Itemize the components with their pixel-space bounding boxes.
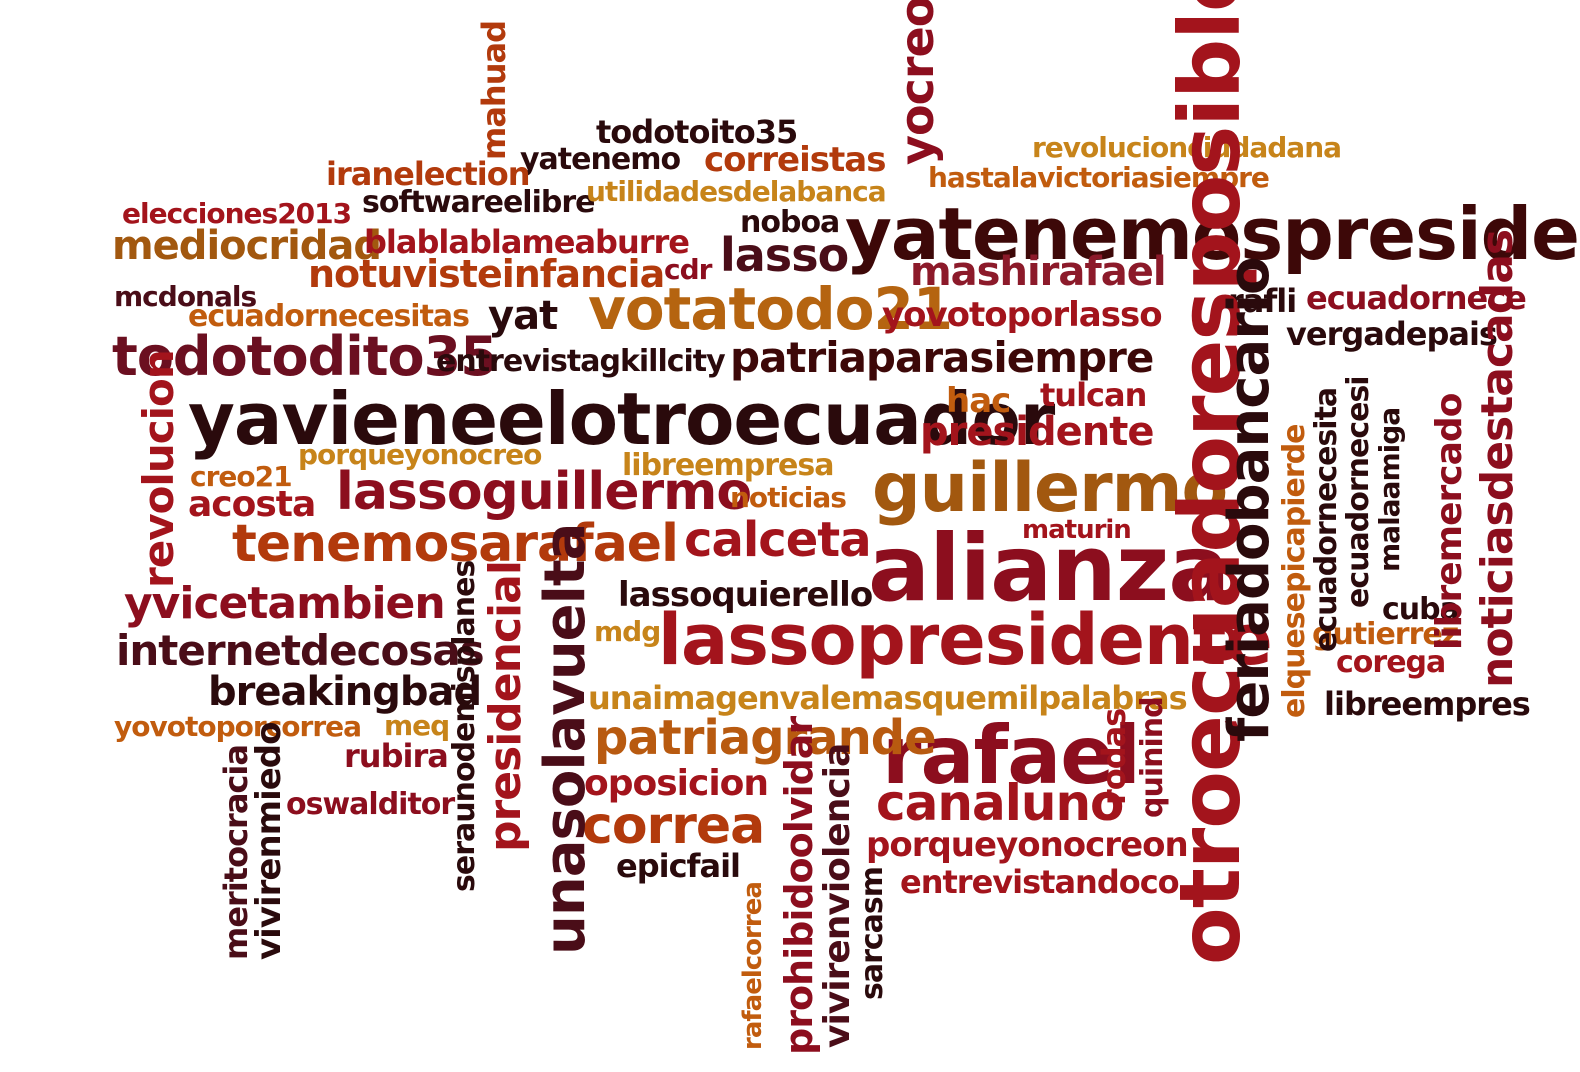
cloud-word: creo21	[190, 460, 293, 493]
cloud-word: hac	[946, 381, 1011, 421]
cloud-word: unasolavuelta	[533, 523, 598, 955]
cloud-word: revolucion	[134, 350, 183, 588]
cloud-word: oswalditor	[286, 787, 455, 822]
cloud-word: todotoito35	[596, 113, 798, 151]
cloud-word: unaimagenvalemasquemilpalabras	[588, 679, 1188, 717]
cloud-word: mdg	[594, 615, 661, 648]
cloud-word: lassoquierello	[618, 575, 873, 615]
cloud-word: tulcan	[1040, 376, 1147, 414]
cloud-word: rafaelcorrea	[738, 882, 768, 1050]
cloud-word: mediocridad	[112, 223, 382, 269]
cloud-word: calceta	[684, 512, 872, 568]
cloud-word: yatenemo	[520, 142, 681, 177]
cloud-word: tenemosarafael	[232, 514, 679, 574]
cloud-word: corega	[1336, 645, 1446, 680]
cloud-word: yavieneelotroecuador	[188, 377, 1055, 461]
cloud-word: noticias	[730, 481, 847, 514]
cloud-word: yatenemospresidente	[845, 192, 1580, 276]
cloud-word: alianza	[868, 515, 1230, 622]
cloud-word: porqueyonocreon	[866, 825, 1189, 865]
cloud-word: ecuadornecesitas	[188, 299, 470, 334]
cloud-word: entrevistagkillcity	[436, 344, 726, 379]
cloud-word: rafael	[882, 709, 1141, 802]
cloud-word: canaluno	[876, 774, 1124, 832]
cloud-word: cuba	[1382, 592, 1460, 627]
cloud-word: gutierrez	[1312, 617, 1459, 652]
cloud-word: breakingbad	[208, 669, 482, 715]
cloud-word: oposicion	[584, 763, 769, 804]
cloud-word: ecuadornecesi	[1341, 376, 1376, 608]
cloud-word: elquesepicapierde	[1277, 424, 1312, 718]
cloud-word: lassopresidente	[658, 599, 1273, 681]
cloud-word: votatodo21	[588, 275, 953, 343]
cloud-word: mahuad	[475, 21, 513, 160]
cloud-word: seraunodemisplanes	[447, 560, 482, 892]
cloud-word: prohibidoolvidar	[777, 716, 821, 1055]
cloud-word: yat	[488, 293, 558, 339]
cloud-word: yvicetambien	[124, 578, 446, 629]
cloud-word: revolucionciudadana	[1032, 131, 1342, 164]
cloud-word: porqueyonocreo	[298, 438, 542, 471]
cloud-word: notuvisteinfancia	[308, 252, 665, 296]
cloud-word: yocreo	[890, 0, 944, 165]
cloud-word: ecuadornecesita	[1309, 387, 1344, 652]
cloud-word: cdr	[664, 253, 712, 286]
cloud-word: ecuadornece	[1306, 279, 1527, 317]
cloud-word: vivirenmiedo	[249, 722, 289, 960]
cloud-word: mcdonals	[114, 280, 257, 313]
cloud-word: guillermo	[872, 449, 1228, 528]
cloud-word: libremercado	[1429, 393, 1470, 650]
cloud-word: maturin	[1022, 515, 1132, 545]
cloud-word: libreempres	[1324, 685, 1531, 723]
cloud-word: rubira	[344, 737, 449, 775]
cloud-word: patriaparasiempre	[730, 333, 1154, 382]
cloud-word: hastalavictoriasiempre	[928, 161, 1270, 194]
cloud-word: yovotoporcorrea	[114, 710, 362, 743]
cloud-word: sarcasm	[855, 866, 890, 1000]
cloud-word: libreempresa	[622, 448, 835, 483]
cloud-word: entrevistandoco	[900, 863, 1180, 901]
cloud-word: utilidadesdelabanca	[586, 175, 887, 208]
cloud-word: softwareelibre	[362, 185, 595, 220]
cloud-word: correa	[582, 796, 765, 856]
cloud-word: mashirafael	[910, 249, 1167, 295]
cloud-word: todotodito35	[112, 325, 498, 388]
cloud-word: blablablameaburre	[364, 223, 690, 261]
cloud-word: epicfail	[616, 847, 741, 885]
cloud-word: iranelection	[326, 155, 530, 193]
cloud-word: acosta	[188, 484, 316, 525]
cloud-word: malaamiga	[1373, 407, 1406, 572]
cloud-word: meritocracia	[217, 745, 255, 960]
cloud-word: feriadobancario	[1217, 257, 1282, 742]
cloud-word: yovotoporlasso	[882, 295, 1163, 335]
cloud-word: patriagrande	[594, 710, 937, 766]
cloud-word: elecciones2013	[122, 197, 352, 230]
cloud-word: lasso	[720, 228, 849, 282]
cloud-word: quinind	[1135, 697, 1170, 818]
cloud-word: vivirenviolencia	[817, 743, 858, 1048]
cloud-word: noboa	[740, 205, 840, 240]
cloud-word: presidente	[920, 409, 1154, 455]
cloud-word: noticiasdestacadas	[1472, 229, 1523, 688]
cloud-word: vergadepais	[1286, 315, 1498, 353]
cloud-word: correistas	[704, 140, 886, 180]
cloud-word: internetdecosas	[116, 626, 485, 675]
cloud-word: rafli	[1228, 282, 1297, 320]
cloud-word: presidencial	[480, 561, 531, 852]
cloud-word: rodas	[1095, 708, 1133, 805]
cloud-word: meq	[384, 709, 450, 742]
cloud-word: lassoguillermo	[336, 462, 752, 522]
